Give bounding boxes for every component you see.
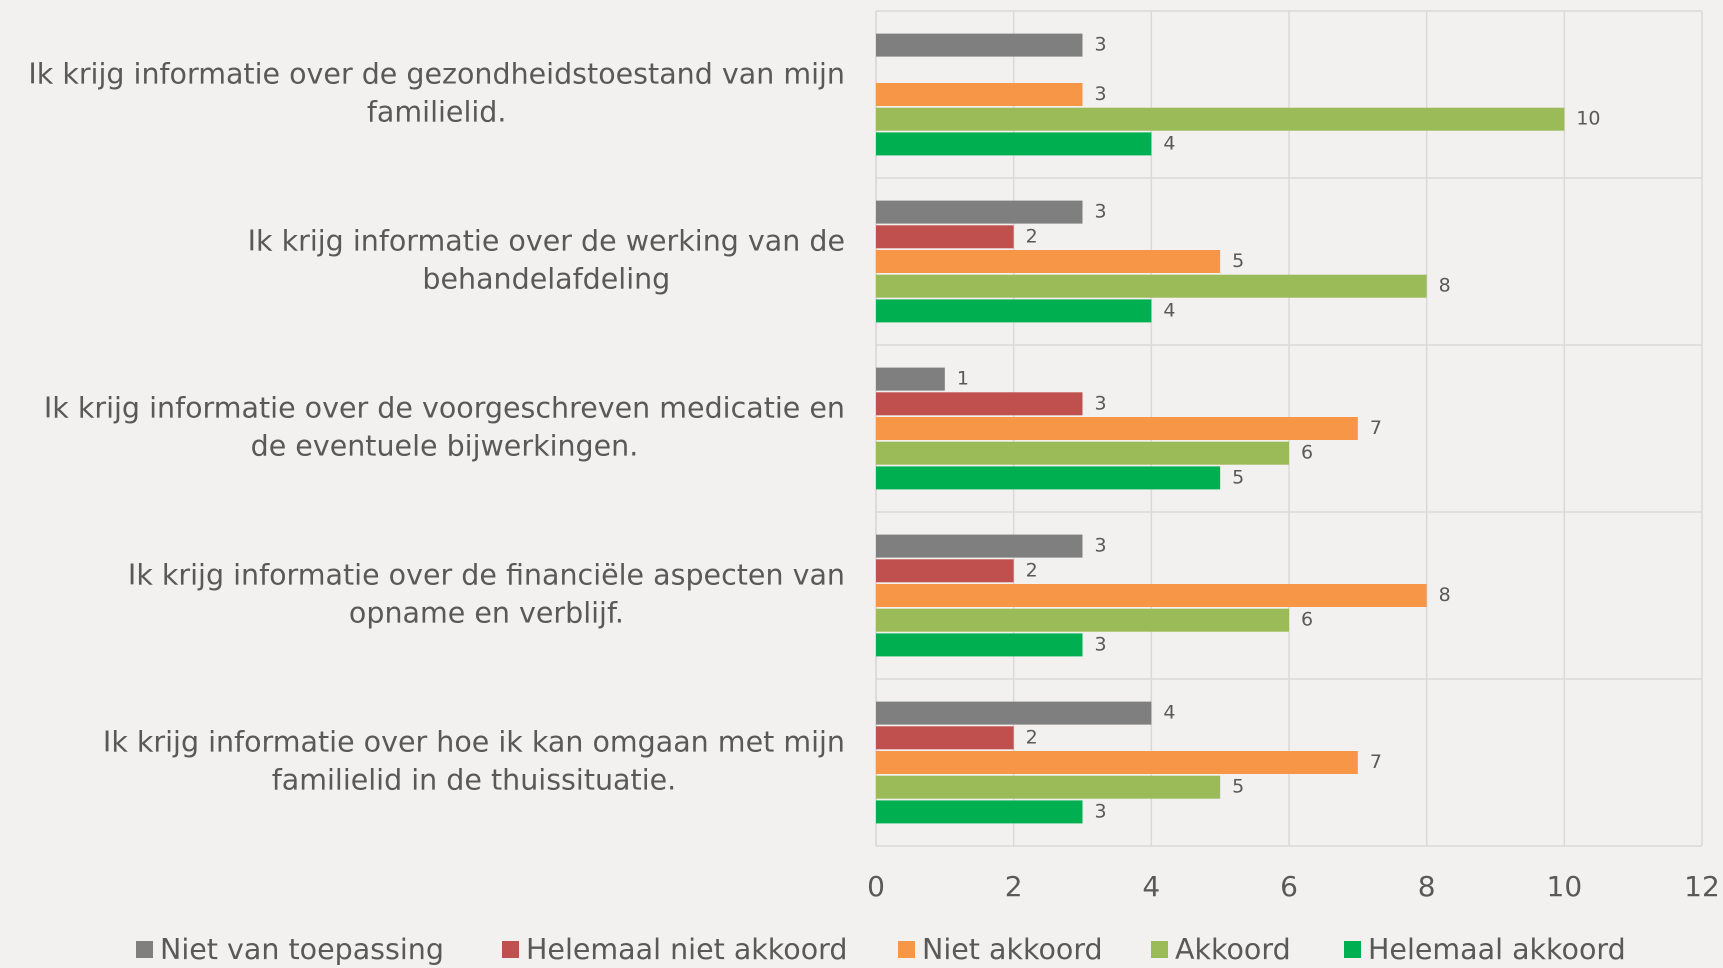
bar xyxy=(876,417,1358,440)
x-tick-label: 6 xyxy=(1280,870,1298,903)
value-label: 8 xyxy=(1439,275,1451,297)
value-label: 10 xyxy=(1576,108,1600,130)
value-label: 4 xyxy=(1163,299,1175,321)
value-label: 3 xyxy=(1095,633,1107,655)
bar xyxy=(876,299,1152,323)
x-tick-label: 2 xyxy=(1005,870,1023,903)
bar xyxy=(876,633,1083,657)
bar xyxy=(876,559,1014,583)
x-tick-label: 10 xyxy=(1547,870,1583,903)
category-label: Ik krijg informatie over hoe ik kan omga… xyxy=(103,726,845,797)
bar xyxy=(876,608,1289,632)
value-label: 8 xyxy=(1439,584,1451,606)
bar xyxy=(876,726,1014,750)
value-label: 3 xyxy=(1095,201,1107,223)
value-label: 4 xyxy=(1163,132,1175,154)
value-label: 2 xyxy=(1026,726,1038,748)
value-label: 5 xyxy=(1232,250,1244,272)
value-label: 1 xyxy=(957,368,969,390)
bar xyxy=(876,701,1152,725)
x-tick-label: 0 xyxy=(867,870,885,903)
x-tick-label: 4 xyxy=(1142,870,1160,903)
bar xyxy=(876,751,1358,774)
value-label: 3 xyxy=(1095,535,1107,557)
x-tick-label: 8 xyxy=(1418,870,1436,903)
bar xyxy=(876,225,1014,249)
legend-swatch xyxy=(136,941,153,958)
legend-swatch xyxy=(502,941,519,958)
value-label: 5 xyxy=(1232,466,1244,488)
bar xyxy=(876,107,1565,131)
value-label: 6 xyxy=(1301,609,1313,631)
value-label: 3 xyxy=(1095,392,1107,414)
value-label: 6 xyxy=(1301,442,1313,464)
bar xyxy=(876,392,1083,416)
bar xyxy=(876,466,1221,490)
value-label: 3 xyxy=(1095,34,1107,56)
value-label: 4 xyxy=(1163,702,1175,724)
value-label: 7 xyxy=(1370,751,1382,773)
bar xyxy=(876,33,1083,57)
legend-label: Niet akkoord xyxy=(922,933,1103,966)
bar xyxy=(876,250,1221,273)
legend-label: Helemaal niet akkoord xyxy=(526,933,847,966)
value-label: 3 xyxy=(1095,83,1107,105)
category-label: Ik krijg informatie over de voorgeschrev… xyxy=(44,392,845,463)
bar xyxy=(876,200,1083,224)
bar xyxy=(876,584,1427,607)
bar xyxy=(876,441,1289,465)
bar xyxy=(876,367,945,391)
value-label: 5 xyxy=(1232,776,1244,798)
category-label: Ik krijg informatie over de werking van … xyxy=(248,225,845,296)
value-label: 2 xyxy=(1026,225,1038,247)
category-label: Ik krijg informatie over de financiële a… xyxy=(128,559,845,630)
legend-swatch xyxy=(1151,941,1168,958)
bar xyxy=(876,83,1083,106)
bar xyxy=(876,274,1427,298)
legend-label: Akkoord xyxy=(1175,933,1291,966)
value-label: 2 xyxy=(1026,559,1038,581)
legend-swatch xyxy=(1344,941,1361,958)
legend-swatch xyxy=(898,941,915,958)
legend-label: Niet van toepassing xyxy=(160,933,444,966)
bar xyxy=(876,132,1152,156)
category-label: Ik krijg informatie over de gezondheidst… xyxy=(28,58,845,129)
bar xyxy=(876,775,1221,799)
bar xyxy=(876,800,1083,824)
x-tick-label: 12 xyxy=(1684,870,1720,903)
legend-label: Helemaal akkoord xyxy=(1368,933,1626,966)
value-label: 3 xyxy=(1095,800,1107,822)
bar xyxy=(876,534,1083,558)
value-label: 7 xyxy=(1370,417,1382,439)
